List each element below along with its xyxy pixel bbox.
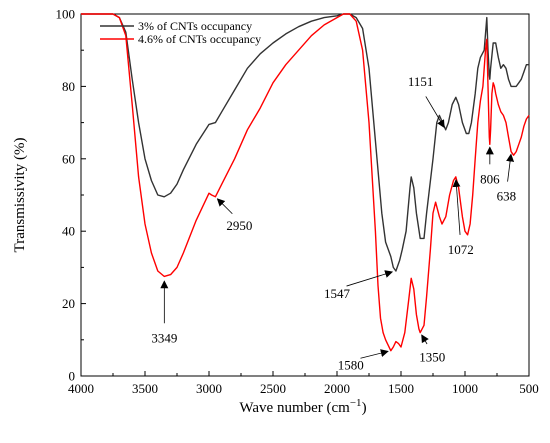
annotation-arrow — [506, 153, 515, 182]
annotation-label: 1350 — [419, 350, 445, 365]
y-tick-label: 20 — [62, 296, 75, 311]
annotation-arrow — [421, 334, 429, 345]
x-tick-label: 1000 — [452, 381, 478, 396]
y-tick-label: 0 — [69, 369, 76, 384]
axis-ticks: 4000 3500 3000 2500 2000 1500 1000 500 0 20 40 60 80… — [56, 7, 539, 397]
y-tick-label: 100 — [56, 7, 76, 22]
x-tick-label: 1500 — [388, 381, 414, 396]
annotation-arrow — [452, 178, 461, 235]
annotation-label: 1151 — [408, 74, 434, 89]
annotation-label: 2950 — [226, 218, 252, 233]
x-axis-label-unit: (cm — [327, 400, 351, 416]
x-axis-label-unit-close: ) — [362, 400, 367, 416]
series-line-2 — [81, 13, 530, 352]
annotation-label: 1547 — [324, 286, 351, 301]
y-axis-label: Transmissivity (%) — [12, 138, 28, 253]
x-axis-label: Wave number (cm−1) — [239, 397, 366, 416]
x-axis-label-main: Wave number — [239, 400, 322, 416]
annotation-arrow — [346, 270, 394, 287]
x-tick-label: 3500 — [132, 381, 158, 396]
y-tick-label: 40 — [62, 224, 75, 239]
annotation-label: 806 — [480, 171, 500, 186]
annotation-label: 3349 — [151, 330, 177, 345]
legend-label: 4.6% of CNTs occupancy — [138, 32, 261, 46]
series-group — [81, 13, 530, 352]
x-tick-label: 500 — [519, 381, 539, 396]
annotation-arrow — [216, 198, 233, 215]
plot-frame — [80, 13, 530, 377]
annotations-group: 3349 2950 1547 1580 1350 1151 1072 806 638 — [151, 74, 516, 373]
annotation-label: 638 — [497, 189, 517, 204]
annotation-arrow — [425, 96, 445, 129]
x-tick-label: 2000 — [324, 381, 350, 396]
y-tick-label: 80 — [62, 79, 75, 94]
x-axis-label-unit-exp: −1 — [350, 397, 362, 409]
x-tick-label: 2500 — [260, 381, 286, 396]
annotation-label: 1580 — [338, 358, 364, 373]
y-tick-label: 60 — [62, 151, 75, 166]
x-tick-label: 4000 — [68, 381, 94, 396]
annotation-arrow — [360, 349, 389, 359]
annotation-label: 1072 — [448, 242, 474, 257]
x-tick-label: 3000 — [196, 381, 222, 396]
legend-label: 3% of CNTs occupancy — [138, 19, 252, 33]
series-line-1 — [81, 13, 529, 272]
